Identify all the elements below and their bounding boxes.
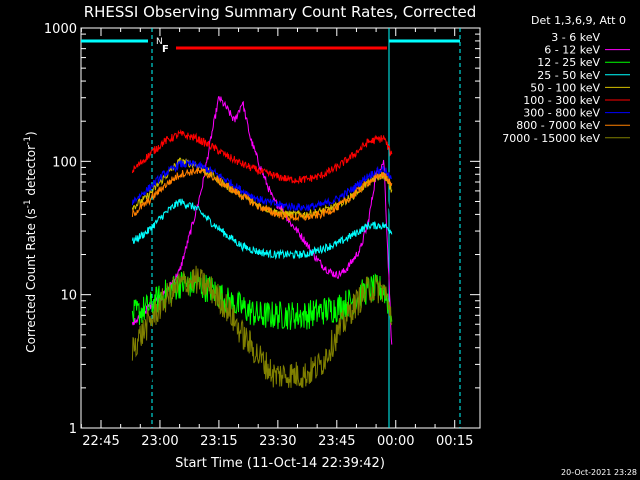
legend-label: 100 - 300 keV — [523, 94, 600, 107]
plot-border — [80, 27, 481, 429]
y-axis-label-sup1: -1 — [23, 199, 33, 208]
x-axis-label: Start Time (11-Oct-14 22:39:42) — [175, 456, 385, 471]
legend-label: 12 - 25 keV — [537, 56, 600, 69]
x-tick-label: 00:00 — [377, 434, 414, 449]
legend-label: 7000 - 15000 keV — [502, 132, 600, 145]
series-line-0 — [131, 110, 400, 419]
x-tick-label: 00:15 — [436, 434, 473, 449]
x-axis: 22:45 23:00 23:15 23:30 23:45 00:00 00:15 — [80, 28, 473, 449]
observing-overlays: NF — [81, 28, 461, 428]
y-axis: 1 10 100 1000 — [44, 22, 480, 437]
y-axis-label-mid: detector — [24, 145, 38, 200]
legend-label: 800 - 7000 keV — [516, 119, 600, 132]
x-tick-label: 22:45 — [82, 434, 119, 449]
x-tick-label: 23:30 — [259, 434, 296, 449]
timestamp: 20-Oct-2021 23:28 — [561, 468, 637, 477]
legend-label: 3 - 6 keV — [551, 31, 600, 44]
x-tick-label: 23:15 — [200, 434, 237, 449]
y-tick-label: 1000 — [44, 22, 77, 37]
y-tick-label: 10 — [60, 289, 77, 304]
y-axis-label: Corrected Count Rate (s-1 detector-1) — [23, 131, 38, 352]
y-axis-label-end: ) — [24, 131, 38, 136]
chart-title: RHESSI Observing Summary Count Rates, Co… — [84, 3, 477, 21]
series-line-5 — [131, 128, 393, 185]
y-tick-label: 1 — [69, 422, 77, 437]
y-axis-label-sup2: -1 — [23, 136, 33, 145]
legend-label: 6 - 12 keV — [544, 44, 600, 57]
series-line-7 — [131, 167, 393, 222]
y-axis-label-main: Corrected Count Rate (s — [24, 208, 38, 352]
legend-label: 25 - 50 keV — [537, 69, 600, 82]
series-line-3 — [131, 198, 393, 260]
series-line-8 — [131, 265, 393, 388]
x-tick-label: 23:00 — [141, 434, 178, 449]
y-tick-label: 100 — [52, 155, 77, 170]
legend-header: Det 1,3,6,9, Att 0 — [531, 14, 626, 27]
series-line-6 — [131, 158, 393, 212]
series-group — [131, 96, 400, 419]
legend-label: 300 - 800 keV — [523, 107, 600, 120]
night-annotation: N — [156, 37, 163, 47]
plot-frame — [80, 27, 481, 429]
x-tick-label: 23:45 — [318, 434, 355, 449]
flare-annotation: F — [162, 44, 169, 55]
legend-label: 50 - 100 keV — [530, 81, 600, 94]
